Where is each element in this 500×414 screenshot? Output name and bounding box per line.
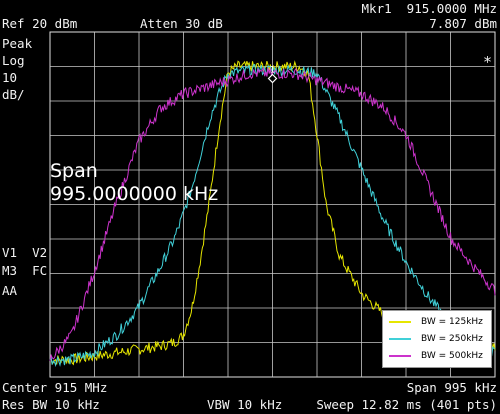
center-frequency: Center 915 MHz [2, 380, 108, 395]
trace-indicators: V1 V2 [2, 245, 48, 260]
video-bandwidth: VBW 10 kHz [207, 397, 283, 412]
attenuation: Atten 30 dB [140, 16, 223, 31]
scale-value: 10 [2, 70, 18, 85]
legend-swatch [389, 355, 411, 357]
scale-type: Log [2, 53, 25, 68]
resolution-bandwidth: Res BW 10 kHz [2, 397, 100, 412]
marker-readout: Mkr1 915.0000 MHz [361, 1, 497, 16]
legend-swatch [389, 321, 411, 323]
marker-group: 1 [267, 66, 278, 84]
averaging-indicator: AA [2, 283, 18, 298]
legend-item: BW = 500kHz [389, 349, 483, 363]
legend: BW = 125kHz BW = 250kHz BW = 500kHz [382, 310, 492, 368]
span-overlay-value: 995.0000000 kHz [50, 183, 219, 205]
trace-250khz [49, 64, 496, 368]
star-indicator: * [483, 53, 493, 71]
trace-500khz [49, 66, 496, 362]
legend-label: BW = 500kHz [421, 351, 483, 361]
legend-item: BW = 250kHz [389, 332, 483, 346]
marker-number: 1 [270, 66, 276, 76]
marker-amplitude: 7.807 dBm [429, 16, 497, 31]
marker-indicators: M3 FC [2, 263, 48, 278]
legend-label: BW = 250kHz [421, 334, 483, 344]
scale-unit: dB/ [2, 87, 25, 102]
legend-item: BW = 125kHz [389, 315, 483, 329]
ref-level: Ref 20 dBm [2, 16, 78, 31]
span-overlay-title: Span [50, 160, 98, 182]
legend-swatch [389, 338, 411, 340]
marker-diamond [267, 73, 278, 84]
grid [50, 32, 495, 377]
legend-label: BW = 125kHz [421, 317, 483, 327]
span-frequency: Span 995 kHz [406, 380, 497, 395]
detector-mode: Peak [2, 36, 33, 51]
sweep-time: Sweep 12.82 ms (401 pts) [316, 397, 497, 412]
